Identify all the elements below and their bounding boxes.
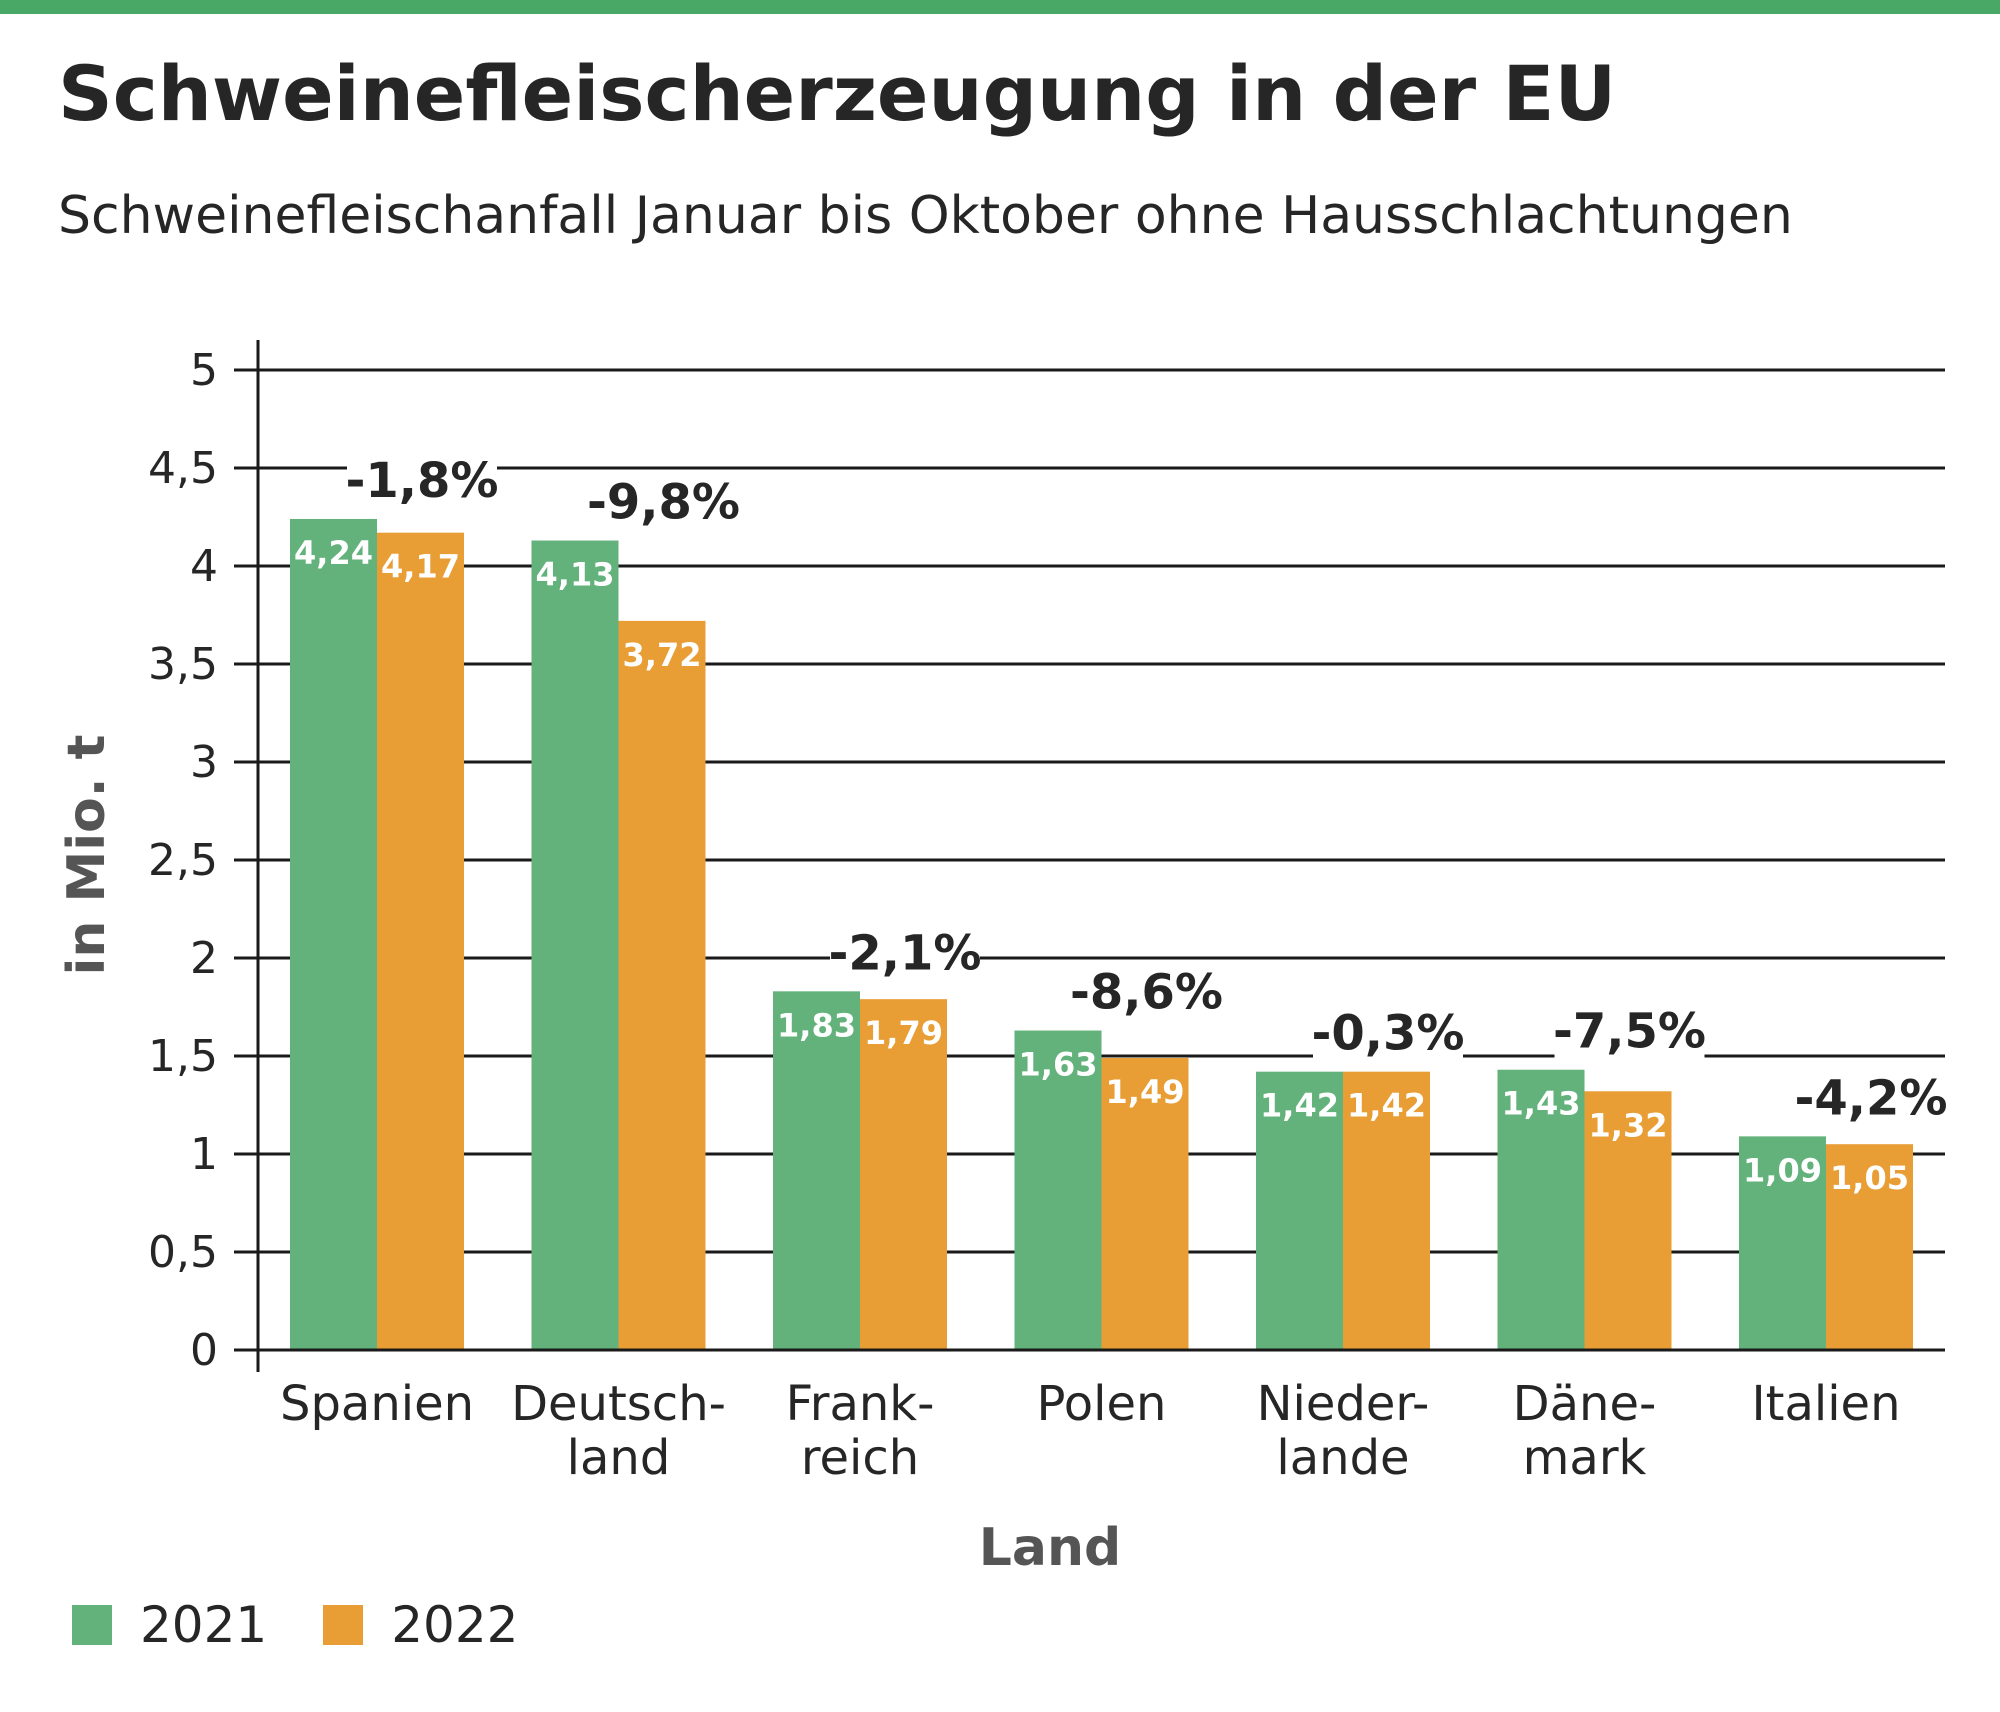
bar-value-label: 4,13	[536, 556, 615, 594]
y-axis-title: in Mio. t	[57, 735, 117, 976]
y-tick-label: 3,5	[148, 639, 218, 690]
change-label-bg	[1071, 962, 1222, 1021]
bar-value-label: 4,17	[381, 548, 460, 586]
bar-value-label: 1,79	[864, 1014, 943, 1052]
bar-value-label: 1,05	[1830, 1159, 1909, 1197]
x-axis-title: Land	[979, 1518, 1121, 1578]
change-label: -4,2%	[1794, 1070, 1947, 1126]
bar-value-label: 3,72	[623, 636, 702, 674]
legend-swatch-2021	[72, 1605, 112, 1645]
bar-2022	[1826, 1144, 1913, 1350]
bar-value-label: 1,32	[1589, 1106, 1668, 1144]
legend-label-2021: 2021	[140, 1596, 268, 1654]
y-tick-label: 0,5	[148, 1227, 218, 1278]
change-label-bg	[588, 472, 739, 531]
chart-title: Schweinefleischerzeugung in der EU	[58, 49, 1617, 138]
y-tick-label: 4,5	[148, 443, 218, 494]
change-label-bg	[1796, 1068, 1946, 1127]
y-tick-label: 2	[190, 933, 218, 984]
change-label-bg	[347, 450, 497, 509]
x-category-label: Frank-	[786, 1376, 935, 1432]
bar-2022	[377, 532, 464, 1350]
bar-2022	[860, 999, 947, 1350]
bar-value-label: 1,42	[1347, 1087, 1426, 1125]
bar-value-label: 1,42	[1260, 1087, 1339, 1125]
x-category-label: Nieder-	[1257, 1376, 1430, 1432]
bar-value-label: 1,49	[1106, 1073, 1185, 1111]
bar-2022	[618, 620, 706, 1350]
bar-2021	[1739, 1136, 1826, 1350]
bar-2021	[1497, 1069, 1585, 1350]
change-label-bg	[1554, 1001, 1705, 1060]
y-tick-label: 5	[190, 345, 218, 396]
change-label: -9,8%	[587, 475, 740, 531]
bar-2021	[531, 540, 619, 1350]
bar-value-label: 4,24	[294, 534, 373, 572]
legend-item-2022: 2022	[323, 1596, 519, 1654]
legend-label-2022: 2022	[391, 1596, 519, 1654]
bar-value-label: 1,63	[1019, 1046, 1098, 1084]
legend: 2021 2022	[72, 1596, 575, 1654]
x-category-label: reich	[801, 1430, 919, 1486]
bar-2022	[1343, 1071, 1430, 1350]
change-label-bg	[1313, 1003, 1463, 1062]
x-category-label: Polen	[1037, 1376, 1167, 1432]
bar-2022	[1101, 1057, 1189, 1350]
bar-2021	[1256, 1071, 1343, 1350]
bar-value-label: 1,83	[777, 1006, 856, 1044]
bar-2021	[290, 518, 377, 1350]
x-category-label: lande	[1276, 1430, 1409, 1486]
x-category-label: land	[567, 1430, 671, 1486]
y-tick-label: 2,5	[148, 835, 218, 886]
legend-item-2021: 2021	[72, 1596, 267, 1654]
change-label: -8,6%	[1070, 965, 1223, 1021]
bar-2021	[1014, 1030, 1102, 1350]
change-label: -7,5%	[1553, 1004, 1706, 1060]
top-accent-bar	[0, 0, 2000, 14]
x-category-label: Italien	[1751, 1376, 1900, 1432]
change-label: -2,1%	[828, 925, 981, 981]
x-category-label: Däne-	[1513, 1376, 1657, 1432]
bar-2021	[773, 991, 860, 1350]
change-label-bg	[830, 923, 980, 982]
y-tick-label: 4	[190, 541, 218, 592]
y-tick-label: 0	[190, 1325, 218, 1376]
change-label: -0,3%	[1311, 1006, 1464, 1062]
x-category-label: mark	[1523, 1430, 1647, 1486]
y-tick-label: 1	[190, 1129, 218, 1180]
x-category-label: Spanien	[280, 1376, 474, 1432]
y-tick-label: 3	[190, 737, 218, 788]
bar-value-label: 1,43	[1502, 1085, 1581, 1123]
bar-value-label: 1,09	[1743, 1151, 1822, 1189]
y-tick-label: 1,5	[148, 1031, 218, 1082]
x-category-label: Deutsch-	[511, 1376, 726, 1432]
bar-2022	[1584, 1091, 1672, 1350]
legend-swatch-2022	[323, 1605, 364, 1645]
chart-subtitle: Schweinefleischanfall Januar bis Oktober…	[58, 186, 1793, 246]
change-label: -1,8%	[345, 453, 498, 509]
